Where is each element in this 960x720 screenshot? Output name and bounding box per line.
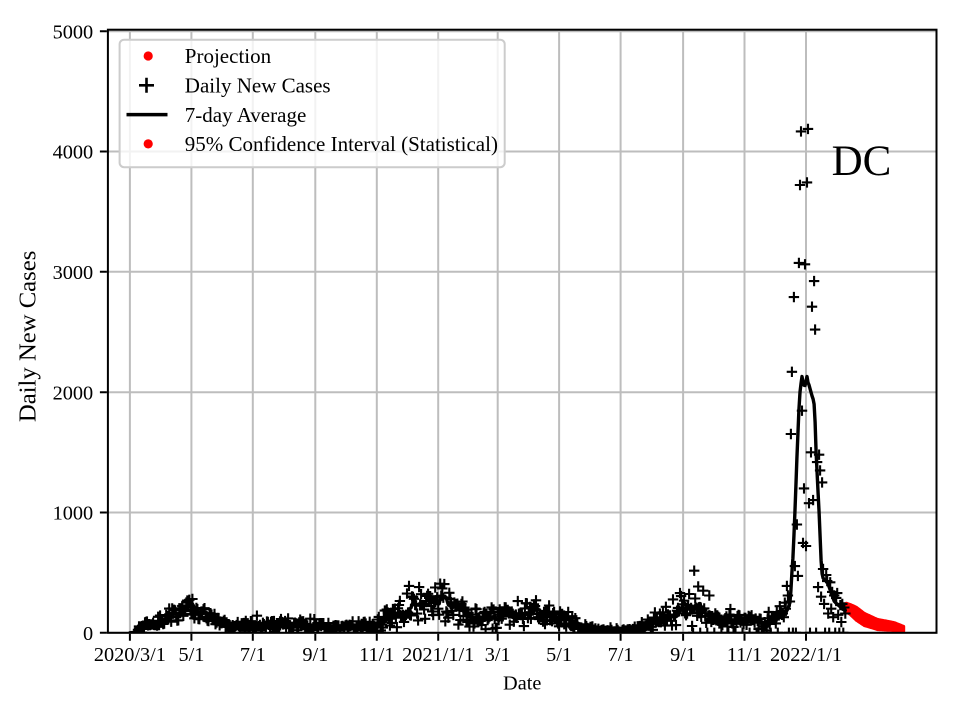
svg-text:11/1: 11/1 — [359, 644, 394, 666]
svg-text:7/1: 7/1 — [240, 644, 266, 666]
svg-text:Projection: Projection — [185, 44, 272, 68]
svg-text:3000: 3000 — [53, 262, 94, 284]
svg-text:7/1: 7/1 — [608, 644, 634, 666]
svg-text:0: 0 — [83, 623, 93, 645]
svg-text:2020/3/1: 2020/3/1 — [94, 644, 166, 666]
svg-text:5000: 5000 — [53, 21, 94, 43]
svg-text:Daily New Cases: Daily New Cases — [185, 74, 331, 98]
svg-text:4000: 4000 — [53, 142, 94, 164]
svg-text:2000: 2000 — [53, 382, 94, 404]
svg-text:1000: 1000 — [53, 503, 94, 525]
svg-text:9/1: 9/1 — [670, 644, 696, 666]
svg-text:Date: Date — [503, 673, 541, 695]
svg-text:DC: DC — [832, 138, 892, 185]
svg-text:Daily New Cases: Daily New Cases — [15, 251, 42, 422]
svg-text:3/1: 3/1 — [485, 644, 511, 666]
svg-text:2022/1/1: 2022/1/1 — [770, 644, 842, 666]
svg-text:7-day Average: 7-day Average — [185, 103, 306, 127]
svg-text:11/1: 11/1 — [727, 644, 762, 666]
svg-text:2021/1/1: 2021/1/1 — [402, 644, 474, 666]
svg-text:5/1: 5/1 — [178, 644, 204, 666]
svg-text:5/1: 5/1 — [546, 644, 572, 666]
svg-text:95% Confidence Interval (Stati: 95% Confidence Interval (Statistical) — [185, 132, 498, 156]
svg-text:9/1: 9/1 — [302, 644, 328, 666]
